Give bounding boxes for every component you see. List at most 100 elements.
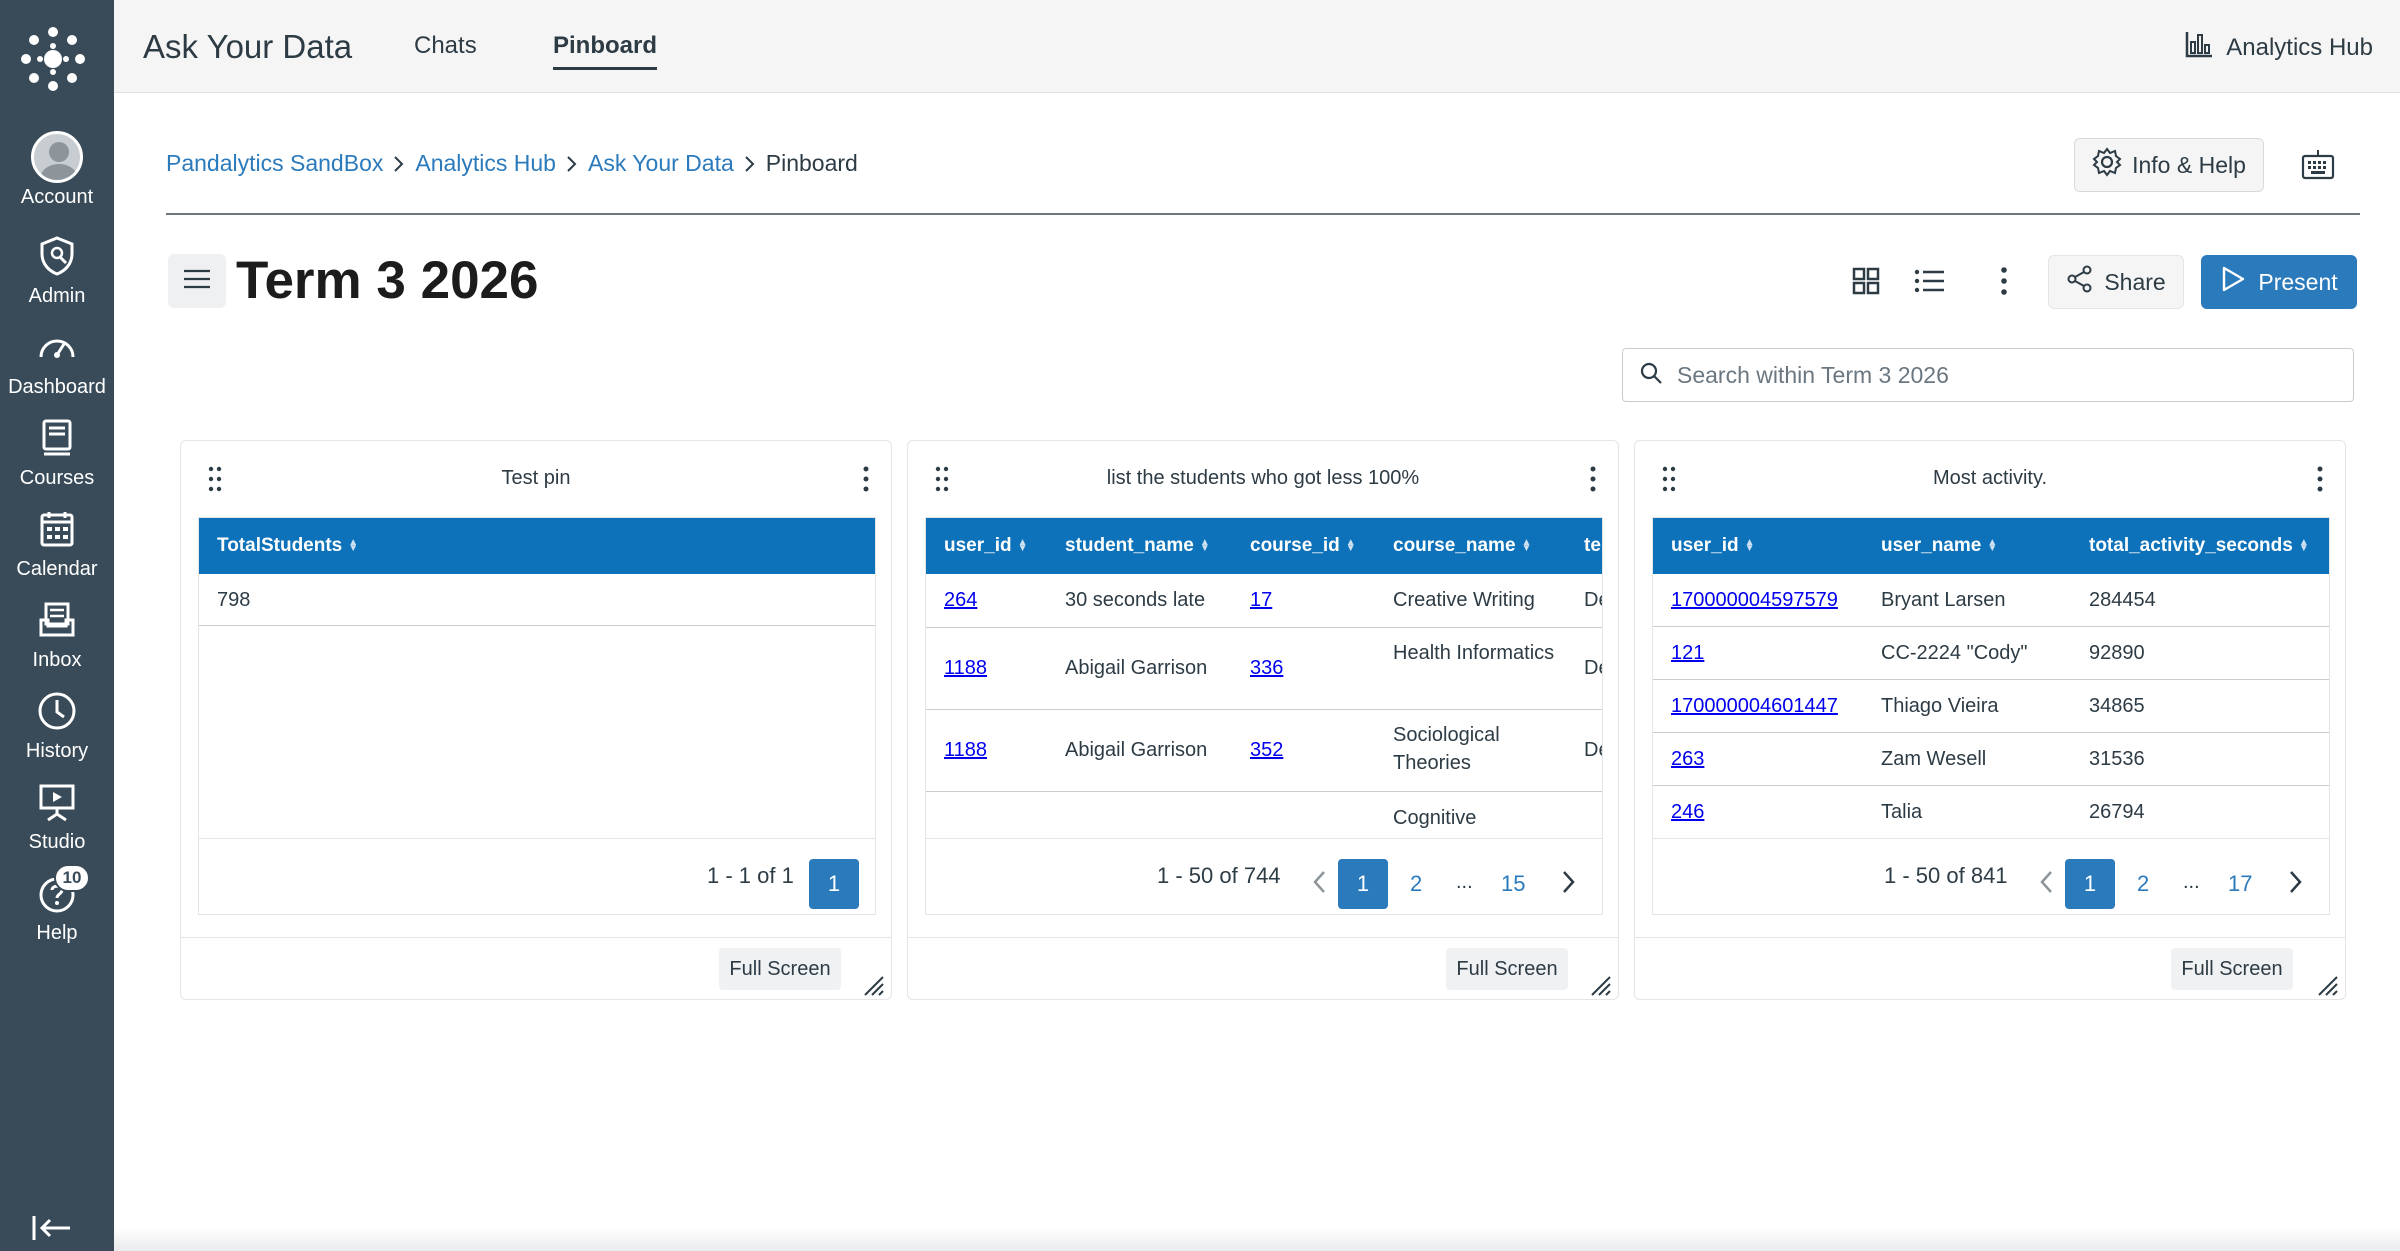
nav-label: Inbox	[32, 649, 82, 671]
table-cell-link[interactable]: 170000004601447	[1671, 695, 1838, 717]
resize-handle-icon[interactable]	[1588, 973, 1612, 997]
gear-icon	[2092, 147, 2122, 183]
pagination: 1 - 1 of 1 1	[199, 838, 875, 914]
drag-handle-icon[interactable]	[1661, 465, 1677, 493]
collapse-nav-icon[interactable]	[30, 1212, 74, 1244]
nav-item-help[interactable]: 10 Help	[0, 864, 114, 956]
nav-item-dashboard[interactable]: Dashboard	[0, 320, 114, 410]
table-cell-link[interactable]: 336	[1250, 657, 1284, 679]
sort-icon: ▲ ▼	[2298, 537, 2309, 554]
sort-icon: ▲ ▼	[1199, 537, 1210, 554]
breadcrumb: Pandalytics SandBox Analytics Hub Ask Yo…	[166, 150, 858, 177]
full-screen-button[interactable]: Full Screen	[1446, 948, 1568, 990]
chevron-left-icon[interactable]	[1310, 869, 1330, 895]
inbox-icon	[30, 593, 84, 647]
card-title: Most activity.	[1932, 467, 2048, 489]
card-menu-icon[interactable]	[2315, 465, 2325, 493]
data-table: user_id ▲ ▼ student_name ▲ ▼ course_id ▲ ▼ cou…	[925, 517, 1603, 915]
column-header[interactable]: course_id ▲ ▼	[1250, 535, 1356, 556]
table-cell-link[interactable]: 121	[1671, 642, 1705, 664]
search-input[interactable]	[1677, 361, 2317, 389]
table-row: 170000004597579 Bryant Larsen 284454	[1653, 574, 2329, 627]
breadcrumb-link[interactable]: Ask Your Data	[587, 150, 734, 176]
pagination-range: 1 - 50 of 841	[1884, 863, 2008, 888]
table-cell: Bryant Larsen	[1881, 589, 2006, 611]
tab-chats[interactable]: Chats	[414, 32, 477, 59]
page-button[interactable]: 2	[1410, 871, 1423, 896]
nav-item-courses[interactable]: Courses	[0, 411, 114, 501]
page-button-current[interactable]: 1	[1338, 859, 1388, 909]
shield-icon	[30, 229, 84, 283]
column-header[interactable]: course_name ▲ ▼	[1393, 535, 1532, 556]
page-button[interactable]: 17	[2228, 871, 2253, 896]
nav-label: History	[25, 740, 89, 762]
nav-item-history[interactable]: History	[0, 684, 114, 774]
table-cell: 34865	[2089, 695, 2145, 717]
resize-handle-icon[interactable]	[861, 973, 885, 997]
drag-handle-icon[interactable]	[934, 465, 950, 493]
nav-item-account[interactable]: Account	[0, 130, 114, 220]
keyboard-shortcuts-icon[interactable]	[2300, 147, 2336, 183]
pinboard-menu-button[interactable]	[168, 254, 226, 308]
share-label: Share	[2104, 268, 2166, 295]
drag-handle-icon[interactable]	[207, 465, 223, 493]
table-cell-link[interactable]: 1188	[944, 739, 988, 761]
table-cell-link[interactable]: 264	[944, 589, 978, 611]
column-header[interactable]: student_name ▲ ▼	[1065, 535, 1210, 556]
chevron-right-icon[interactable]	[1558, 869, 1578, 895]
table-cell-link[interactable]: 1188	[944, 657, 988, 679]
table-cell: 26794	[2089, 801, 2145, 823]
pin-card: Most activity. user_id ▲ ▼ user_name ▲ ▼ tot…	[1634, 440, 2346, 1000]
table-cell-link[interactable]: 246	[1671, 801, 1705, 823]
more-options-icon[interactable]	[1987, 264, 2021, 298]
card-footer: Full Screen	[181, 937, 891, 1001]
page-button-current[interactable]: 1	[2065, 859, 2115, 909]
nav-item-inbox[interactable]: Inbox	[0, 593, 114, 683]
info-help-button[interactable]: Info & Help	[2074, 138, 2264, 192]
tab-pinboard[interactable]: Pinboard	[553, 32, 658, 70]
nav-item-studio[interactable]: Studio	[0, 775, 114, 865]
column-header[interactable]: user_id ▲ ▼	[1671, 535, 1755, 556]
card-menu-icon[interactable]	[861, 465, 871, 493]
nav-label: Account	[20, 186, 94, 208]
breadcrumb-link[interactable]: Analytics Hub	[415, 150, 556, 176]
table-row: 246 Talia 26794	[1653, 786, 2329, 846]
table-cell: De	[1584, 589, 1602, 611]
nav-item-admin[interactable]: Admin	[0, 229, 114, 319]
table-cell: 30 seconds late	[1065, 589, 1206, 611]
chevron-left-icon[interactable]	[2037, 869, 2057, 895]
column-header[interactable]: te	[1584, 535, 1601, 556]
clock-icon	[30, 684, 84, 738]
column-header[interactable]: TotalStudents ▲ ▼	[217, 535, 359, 556]
dashboard-icon	[30, 320, 84, 374]
chevron-right-icon	[383, 154, 415, 174]
page-button[interactable]: 15	[1501, 871, 1526, 896]
table-cell-link[interactable]: 170000004597579	[1671, 589, 1838, 611]
resize-handle-icon[interactable]	[2315, 973, 2339, 997]
nav-item-calendar[interactable]: Calendar	[0, 502, 114, 592]
column-header[interactable]: user_name ▲ ▼	[1881, 535, 1998, 556]
full-screen-button[interactable]: Full Screen	[2171, 948, 2293, 990]
table-cell-link[interactable]: 352	[1250, 739, 1284, 761]
analytics-hub-link[interactable]: Analytics Hub	[2184, 30, 2373, 65]
grid-view-icon[interactable]	[1849, 264, 1883, 298]
list-view-icon[interactable]	[1912, 264, 1946, 298]
card-title: Test pin	[501, 467, 571, 489]
breadcrumb-link[interactable]: Pandalytics SandBox	[166, 150, 384, 176]
table-cell: 798	[217, 589, 251, 611]
column-header[interactable]: total_activity_seconds ▲ ▼	[2089, 535, 2309, 556]
column-header[interactable]: user_id ▲ ▼	[944, 535, 1028, 556]
page-button[interactable]: 2	[2137, 871, 2150, 896]
table-cell-link[interactable]: 17	[1250, 589, 1273, 611]
page-button-current[interactable]: 1	[809, 859, 859, 909]
chevron-right-icon[interactable]	[2285, 869, 2305, 895]
table-cell: CC-2224 "Cody"	[1881, 642, 2028, 664]
present-button[interactable]: Present	[2201, 255, 2357, 309]
present-label: Present	[2258, 268, 2338, 295]
canvas-logo-icon[interactable]	[20, 26, 86, 92]
full-screen-button[interactable]: Full Screen	[719, 948, 841, 990]
share-button[interactable]: Share	[2048, 255, 2184, 309]
table-cell-link[interactable]: 263	[1671, 748, 1705, 770]
card-menu-icon[interactable]	[1588, 465, 1598, 493]
table-header: user_id ▲ ▼ user_name ▲ ▼ total_activity_sec…	[1653, 518, 2329, 574]
